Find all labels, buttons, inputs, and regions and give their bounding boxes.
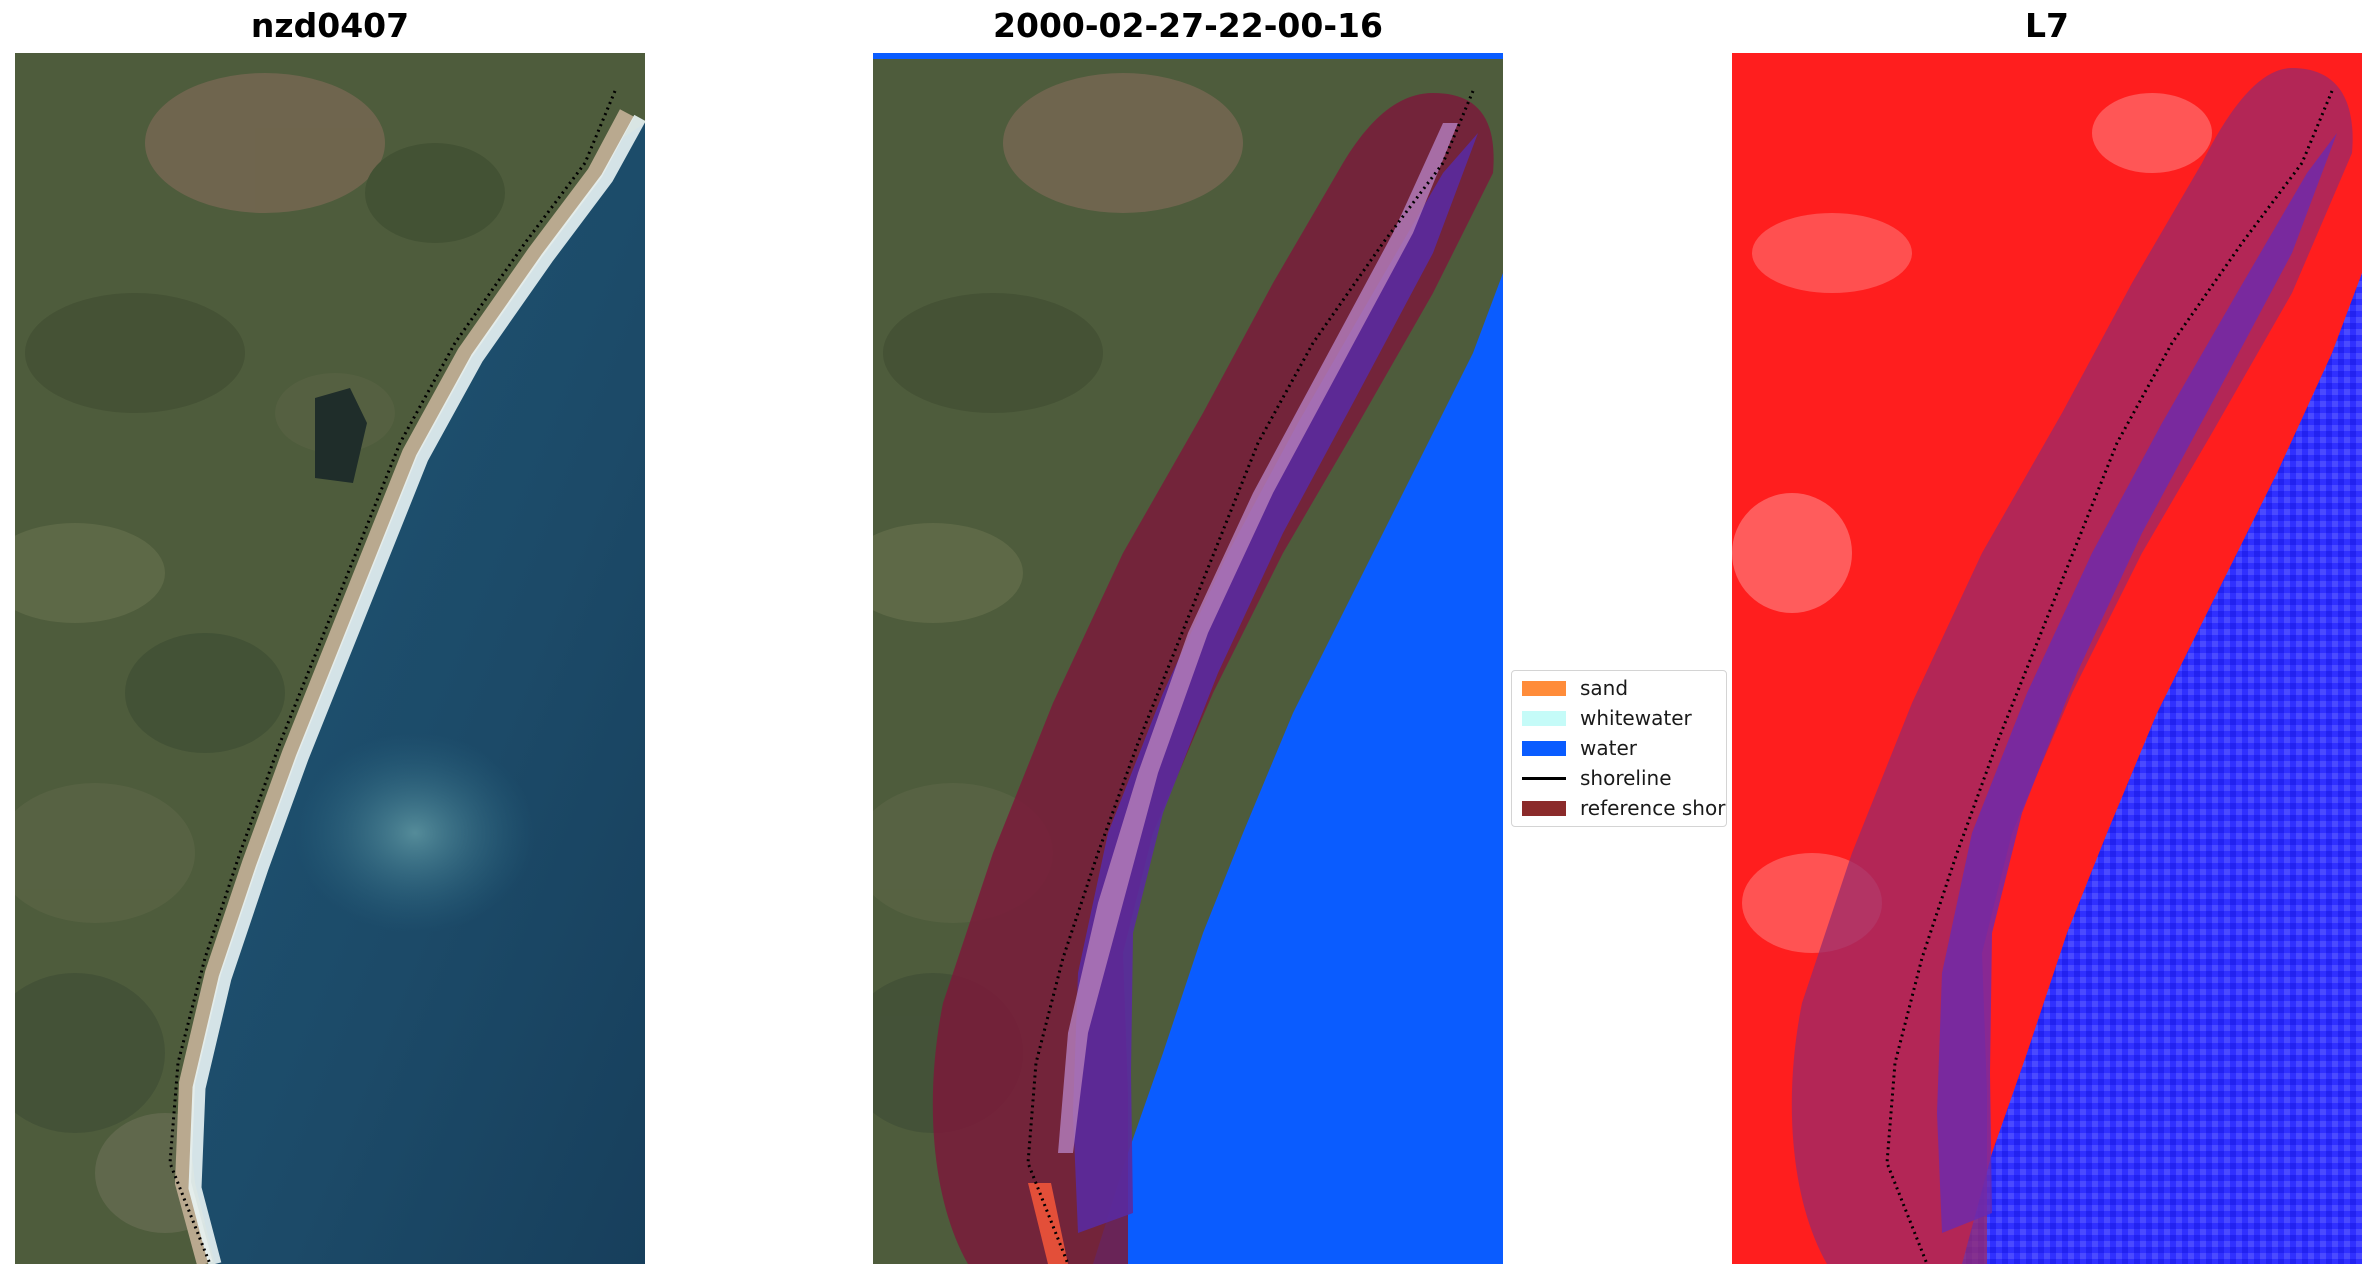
rgb-image-panel[interactable] — [15, 53, 645, 1264]
panel-title-satellite: L7 — [2025, 6, 2069, 45]
index-image-panel[interactable] — [1732, 53, 2362, 1264]
shoreline-line-swatch — [1522, 776, 1566, 780]
beach — [174, 109, 635, 1264]
classified-image-panel[interactable] — [873, 53, 1503, 1264]
legend-label: shoreline — [1580, 766, 1672, 790]
index-image — [1732, 53, 2362, 1264]
panel-title-date: 2000-02-27-22-00-16 — [993, 6, 1383, 45]
water-strip — [873, 53, 1503, 59]
reference-shoreline-swatch — [1522, 800, 1566, 816]
water-in-buffer — [1073, 133, 1478, 1233]
legend-label: reference shoreline buffer — [1580, 796, 1726, 820]
sand-class — [1028, 1183, 1068, 1264]
legend-label: sand — [1580, 676, 1629, 700]
legend: sand whitewater water shoreline referenc… — [1511, 670, 1727, 827]
rgb-image — [15, 53, 645, 1264]
legend-item-shoreline: shoreline — [1522, 765, 1672, 791]
water-class — [1093, 113, 1503, 1264]
water-in-buffer — [1937, 133, 2337, 1233]
legend-item-water: water — [1522, 735, 1637, 761]
sand-swatch — [1522, 680, 1566, 696]
legend-label: water — [1580, 736, 1637, 760]
panel-title-rgb: nzd0407 — [250, 6, 410, 45]
pond — [315, 388, 367, 483]
legend-item-reference-shoreline: reference shoreline buffer — [1522, 795, 1726, 821]
sediment-plume — [295, 733, 535, 933]
classified-image — [873, 53, 1503, 1264]
water-index — [1962, 113, 2362, 1264]
whitewater-swatch — [1522, 710, 1566, 726]
ocean-area — [185, 123, 645, 1264]
water-swatch — [1522, 740, 1566, 756]
legend-label: whitewater — [1580, 706, 1692, 730]
legend-item-sand: sand — [1522, 675, 1628, 701]
surf-zone — [188, 114, 645, 1264]
legend-item-whitewater: whitewater — [1522, 705, 1692, 731]
